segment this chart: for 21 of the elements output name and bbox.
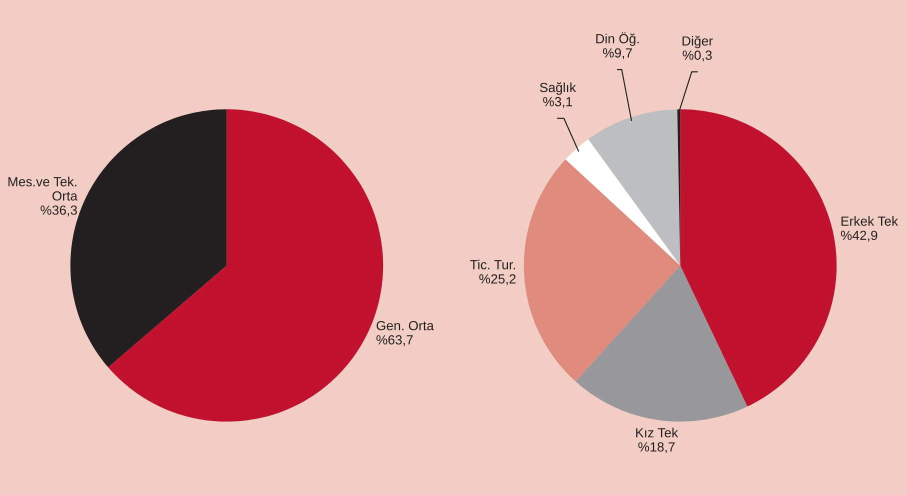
slice-label: Tic. Tur. (470, 260, 516, 270)
pie-slice (576, 265, 748, 422)
slice-label: Sağlık (540, 82, 576, 95)
slice-label: Kız Tek (636, 428, 678, 438)
data-label: %3,1 (543, 97, 572, 108)
pie-slice (680, 109, 837, 407)
data-label: %18,7 (638, 442, 675, 454)
pie-slice (565, 139, 680, 266)
data-label: %25,2 (479, 274, 516, 286)
data-label: %36,3 (40, 205, 77, 216)
data-label: %63,7 (376, 335, 413, 346)
data-label: %0,3 (682, 50, 712, 62)
slice-label: Mes.ve Tek. Orta (8, 176, 78, 201)
pie-slice (588, 109, 680, 266)
slice-label: Erkek Tek (842, 216, 898, 226)
slice-label: Din Öğ. (596, 32, 639, 46)
slice-label: Gen. Orta (376, 320, 434, 330)
slice-label: Diğer (682, 36, 713, 48)
data-label: %42,9 (840, 230, 878, 242)
pie-slice (524, 159, 680, 382)
data-label: %9,7 (602, 48, 632, 60)
